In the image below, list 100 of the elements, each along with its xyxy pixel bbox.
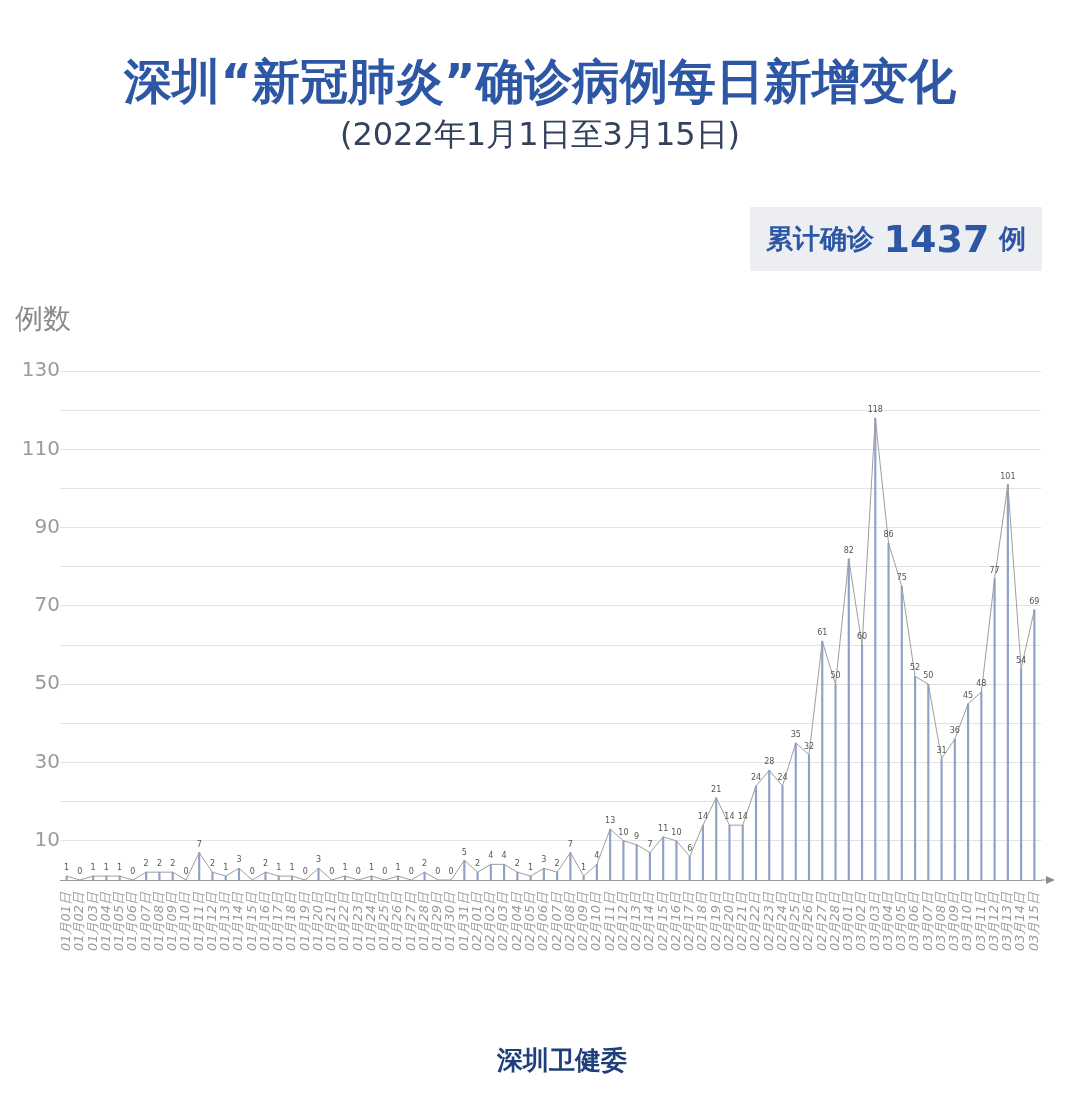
x-tick-label: 03月09日	[946, 891, 962, 952]
x-tick-label: 02月09日	[575, 891, 591, 952]
bar	[913, 676, 917, 880]
x-tick-label: 03月13日	[999, 891, 1015, 952]
x-tick-label: 01月09日	[164, 891, 180, 952]
data-label: 3	[541, 855, 547, 865]
x-tick-label: 02月21日	[734, 891, 750, 952]
x-tick-label: 01月20日	[309, 891, 325, 952]
chart-title: 深圳“新冠肺炎”确诊病例每日新增变化	[123, 52, 957, 111]
bar	[1033, 609, 1036, 880]
data-label: 21	[711, 784, 722, 794]
x-tick-label: 02月03日	[495, 891, 511, 952]
data-label: 1	[103, 863, 109, 873]
data-label: 9	[634, 831, 640, 841]
data-label: 31	[936, 745, 947, 755]
data-label: 1	[342, 863, 348, 873]
bar	[715, 797, 718, 880]
bar	[980, 691, 983, 880]
bar	[967, 703, 970, 880]
data-label: 0	[408, 867, 414, 877]
data-label: 50	[830, 671, 841, 681]
data-label: 7	[647, 839, 653, 849]
data-label: 2	[475, 859, 481, 869]
data-label: 36	[949, 726, 960, 736]
x-tick-label: 01月28日	[415, 891, 431, 952]
x-tick-label: 02月28日	[826, 891, 842, 952]
data-label: 0	[355, 867, 361, 877]
bar	[993, 578, 996, 880]
x-tick-label: 01月17日	[270, 891, 286, 952]
data-label: 61	[817, 628, 828, 638]
data-label: 1	[581, 863, 587, 873]
data-label: 24	[750, 773, 762, 783]
x-tick-label: 02月26日	[800, 891, 816, 952]
data-label: 4	[501, 851, 507, 861]
data-label: 0	[448, 867, 454, 877]
data-label: 1	[117, 863, 123, 873]
x-tick-label: 01月12日	[203, 891, 219, 952]
x-tick-label: 02月24日	[773, 891, 789, 952]
y-tick-label: 110	[21, 435, 60, 460]
x-tick-label: 02月07日	[548, 891, 564, 952]
bar	[927, 683, 930, 880]
x-tick-label: 02月06日	[535, 891, 551, 952]
x-tick-label: 03月05日	[893, 891, 909, 952]
bar	[648, 852, 652, 880]
x-tick-label: 01月19日	[296, 891, 312, 952]
data-label: 2	[554, 859, 560, 869]
data-label: 54	[1016, 655, 1027, 665]
data-label: 7	[196, 839, 202, 849]
x-tick-label: 01月11日	[190, 891, 206, 952]
data-label: 4	[488, 851, 494, 861]
x-tick-label: 03月10日	[959, 891, 975, 952]
data-label: 0	[77, 867, 83, 877]
x-tick-label: 01月30日	[442, 891, 458, 952]
data-label: 1	[368, 863, 375, 873]
x-tick-label: 02月17日	[681, 891, 697, 952]
bar	[900, 586, 903, 880]
x-tick-label: 01月06日	[124, 891, 140, 952]
data-label: 2	[514, 859, 520, 869]
x-tick-label: 02月22日	[747, 891, 763, 952]
data-label: 2	[209, 859, 215, 869]
x-tick-label: 01月29日	[429, 891, 445, 952]
data-label: 2	[156, 859, 162, 869]
x-tick-label: 03月14日	[1012, 891, 1028, 952]
data-label: 1	[289, 863, 295, 873]
x-tick-label: 02月27日	[813, 891, 829, 952]
data-label: 14	[724, 812, 735, 822]
bar	[768, 770, 771, 880]
x-tick-label: 02月11日	[601, 891, 617, 952]
x-tick-label: 01月13日	[217, 891, 233, 952]
data-label: 0	[435, 867, 441, 877]
bar	[688, 856, 691, 880]
data-label: 77	[989, 565, 1000, 575]
bar	[728, 824, 731, 880]
x-tick-label: 02月25日	[787, 891, 803, 952]
x-tick-label: 01月05日	[111, 891, 127, 952]
x-tick-label: 01月02日	[71, 891, 87, 952]
bar	[834, 683, 837, 880]
data-label: 45	[962, 690, 974, 700]
data-label: 10	[671, 827, 682, 837]
x-tick-label: 03月15日	[1025, 891, 1041, 952]
x-tick-label: 03月12日	[985, 891, 1001, 952]
bar	[794, 742, 797, 880]
data-label: 1	[528, 863, 534, 873]
x-tick-label: 03月08日	[932, 891, 948, 952]
x-tick-label: 02月05日	[521, 891, 537, 952]
data-label: 3	[236, 855, 242, 865]
data-label: 14	[697, 812, 709, 822]
data-label: 0	[183, 867, 189, 877]
x-tick-label: 01月23日	[349, 891, 365, 952]
data-label: 48	[976, 679, 987, 689]
x-tick-label: 02月20日	[720, 891, 736, 952]
data-label: 82	[843, 546, 854, 556]
x-tick-label: 01月26日	[389, 891, 405, 952]
x-tick-label: 01月10日	[177, 891, 193, 952]
data-label: 1	[90, 863, 96, 873]
x-tick-label: 03月06日	[906, 891, 922, 952]
x-tick-label: 02月01日	[468, 891, 484, 952]
bar	[1020, 668, 1023, 880]
y-tick-label: 70	[34, 592, 60, 617]
data-label: 50	[923, 671, 934, 681]
